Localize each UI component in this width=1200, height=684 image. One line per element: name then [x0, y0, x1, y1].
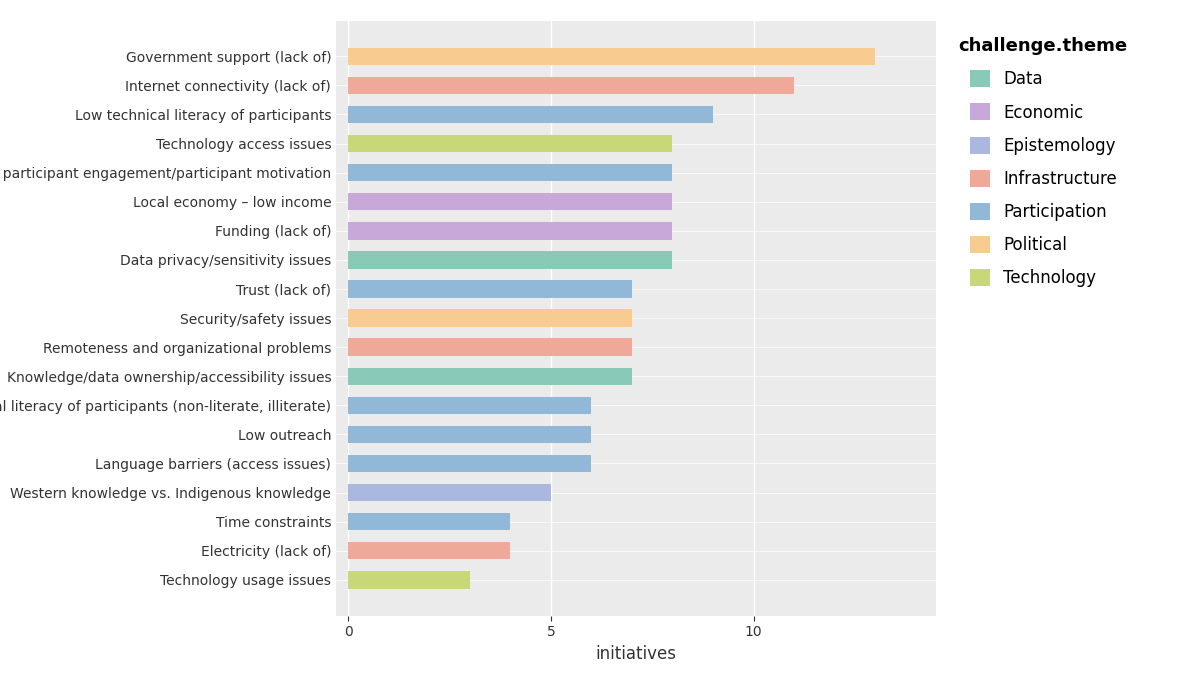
Bar	[348, 251, 672, 269]
Bar	[348, 397, 592, 414]
Bar	[348, 484, 551, 501]
Bar	[348, 309, 632, 327]
Bar	[348, 77, 794, 94]
X-axis label: initiatives: initiatives	[595, 645, 677, 663]
Bar	[348, 106, 713, 123]
Bar	[348, 425, 592, 443]
Bar	[348, 367, 632, 385]
Bar	[348, 571, 469, 588]
Bar	[348, 193, 672, 211]
Bar	[348, 455, 592, 472]
Bar	[348, 542, 510, 560]
Legend: Data, Economic, Epistemology, Infrastructure, Participation, Political, Technolo: Data, Economic, Epistemology, Infrastruc…	[950, 29, 1136, 295]
Bar	[348, 135, 672, 153]
Bar	[348, 280, 632, 298]
Bar	[348, 164, 672, 181]
Bar	[348, 339, 632, 356]
Bar	[348, 513, 510, 530]
Bar	[348, 222, 672, 239]
Bar	[348, 48, 875, 65]
